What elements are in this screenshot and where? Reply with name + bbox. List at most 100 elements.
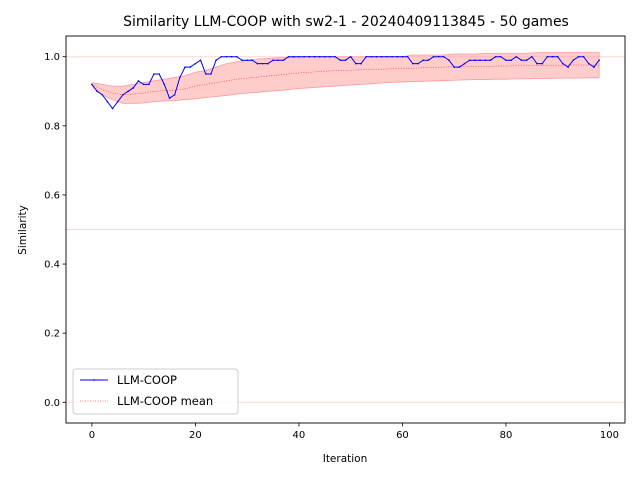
data-point xyxy=(587,62,590,65)
data-point xyxy=(386,55,388,58)
data-point xyxy=(225,55,228,58)
legend-mean-label: LLM-COOP mean xyxy=(117,394,213,408)
data-point xyxy=(168,97,171,99)
data-point xyxy=(308,55,311,58)
data-point xyxy=(494,55,497,58)
data-point xyxy=(313,55,316,58)
data-point xyxy=(443,55,445,58)
data-point xyxy=(515,55,518,58)
data-point xyxy=(324,55,326,58)
data-point xyxy=(251,59,254,61)
data-point xyxy=(204,73,207,75)
plot-area xyxy=(66,52,625,403)
data-point xyxy=(163,83,166,86)
data-point xyxy=(148,83,150,86)
data-point xyxy=(153,73,155,75)
data-point xyxy=(536,62,538,65)
data-point xyxy=(349,55,352,58)
plot-frame xyxy=(65,35,626,424)
y-tick-label: 0.2 xyxy=(44,329,60,340)
data-point xyxy=(380,55,383,58)
data-point xyxy=(106,100,109,103)
data-point xyxy=(91,83,93,86)
legend-series-label: LLM-COOP xyxy=(117,373,177,387)
data-point xyxy=(577,55,580,58)
data-point xyxy=(137,80,140,82)
data-point xyxy=(334,55,336,58)
x-tick-label: 80 xyxy=(500,430,513,441)
x-tick-label: 100 xyxy=(600,430,619,441)
data-point xyxy=(194,62,197,65)
data-point xyxy=(572,59,575,61)
data-point xyxy=(215,59,217,61)
y-tick-label: 0.6 xyxy=(44,190,60,201)
data-point xyxy=(256,62,259,65)
legend-series-marker xyxy=(93,379,95,381)
data-point xyxy=(411,62,414,65)
data-point xyxy=(292,55,295,58)
data-point xyxy=(272,59,274,61)
mean-confidence-band xyxy=(91,52,600,104)
data-point xyxy=(432,55,435,58)
data-point xyxy=(236,55,238,58)
data-point xyxy=(127,90,129,93)
x-tick-label: 40 xyxy=(293,430,306,441)
data-point xyxy=(598,59,600,61)
y-tick-label: 0.4 xyxy=(44,260,60,271)
data-point xyxy=(282,59,285,61)
data-point xyxy=(303,55,305,58)
chart-title: Similarity LLM-COOP with sw2-1 - 2024040… xyxy=(123,14,569,30)
data-point xyxy=(427,59,430,61)
data-point xyxy=(468,59,471,61)
data-point xyxy=(261,62,264,65)
data-point xyxy=(474,59,476,61)
data-point xyxy=(546,55,549,58)
data-point xyxy=(567,66,569,68)
data-point xyxy=(448,59,450,61)
data-point xyxy=(437,55,440,58)
data-point xyxy=(562,62,564,65)
legend: LLM-COOP LLM-COOP mean xyxy=(72,368,239,415)
data-point xyxy=(417,62,419,65)
data-point xyxy=(489,59,492,61)
data-point xyxy=(556,55,559,58)
data-point xyxy=(220,55,223,58)
data-point xyxy=(116,100,119,103)
data-point xyxy=(318,55,321,58)
data-point xyxy=(505,59,507,61)
data-point xyxy=(479,59,481,61)
data-point xyxy=(189,66,192,68)
data-point xyxy=(344,59,347,61)
data-point xyxy=(396,55,399,58)
data-point xyxy=(184,66,186,68)
data-point xyxy=(484,59,487,61)
data-point xyxy=(463,62,466,65)
y-axis-ticks: 0.0 0.2 0.4 0.6 0.8 1.0 xyxy=(44,52,66,409)
data-point xyxy=(453,66,455,68)
data-point xyxy=(329,55,331,58)
data-point xyxy=(391,55,393,58)
y-tick-label: 0.0 xyxy=(44,398,60,409)
data-point xyxy=(551,55,554,58)
data-point xyxy=(287,55,290,58)
data-point xyxy=(375,55,378,58)
x-tick-label: 0 xyxy=(89,430,95,441)
data-point xyxy=(422,59,424,61)
data-point xyxy=(365,55,368,58)
data-point xyxy=(179,76,181,79)
data-point xyxy=(158,73,160,75)
data-point xyxy=(593,66,595,68)
data-point xyxy=(246,59,248,61)
data-point xyxy=(339,59,342,61)
data-point xyxy=(499,55,502,58)
x-tick-label: 60 xyxy=(396,430,409,441)
data-point xyxy=(401,55,404,58)
data-point xyxy=(142,83,145,86)
data-point xyxy=(520,59,523,61)
data-point xyxy=(510,59,512,61)
data-point xyxy=(111,107,114,110)
x-axis-ticks: 0 20 40 60 80 100 xyxy=(89,423,619,441)
data-point xyxy=(525,59,528,61)
x-tick-label: 20 xyxy=(189,430,202,441)
